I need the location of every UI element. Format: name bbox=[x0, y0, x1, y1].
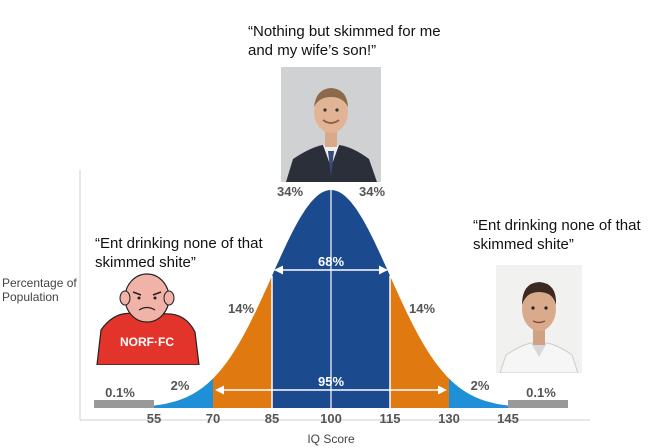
segment-label-70-85: 14% bbox=[228, 301, 254, 316]
tail-bar-left bbox=[94, 400, 154, 408]
segment-label-55-70: 2% bbox=[171, 378, 190, 393]
quote-right: “Ent drinking none of that skimmed shite… bbox=[473, 217, 641, 253]
x-tick-145: 145 bbox=[497, 411, 519, 426]
headshot-man-photo bbox=[496, 265, 582, 373]
interval-label-70-130: 95% bbox=[318, 374, 344, 389]
suited-man-photo bbox=[281, 67, 381, 182]
area-130-145 bbox=[449, 378, 508, 408]
area-70-85 bbox=[213, 275, 272, 408]
segment-label-<55: 0.1% bbox=[105, 385, 135, 400]
y-axis-title: Percentage of Population bbox=[2, 276, 82, 304]
area-115-130 bbox=[390, 275, 449, 408]
x-tick-85: 85 bbox=[265, 411, 279, 426]
x-tick-100: 100 bbox=[320, 411, 342, 426]
segment-label-115-130: 14% bbox=[409, 301, 435, 316]
segment-label-85-100: 34% bbox=[277, 184, 303, 199]
x-tick-55: 55 bbox=[147, 411, 161, 426]
segment-label->145: 0.1% bbox=[526, 385, 556, 400]
interval-label-85-115: 68% bbox=[318, 254, 344, 269]
cartoon-fan-drawing: NORF·FC bbox=[95, 270, 200, 365]
cartoon-shirt-text: NORF·FC bbox=[120, 335, 174, 349]
y-axis-title-text: Percentage of Population bbox=[2, 276, 77, 304]
x-tick-115: 115 bbox=[380, 411, 401, 426]
tail-bar-right bbox=[508, 400, 568, 408]
x-axis-title: IQ Score bbox=[307, 432, 355, 446]
x-tick-130: 130 bbox=[438, 411, 460, 426]
x-tick-70: 70 bbox=[206, 411, 220, 426]
quote-left: “Ent drinking none of that skimmed shite… bbox=[95, 235, 263, 271]
segment-label-130-145: 2% bbox=[471, 378, 490, 393]
segment-label-100-115: 34% bbox=[359, 184, 385, 199]
area-55-70 bbox=[154, 378, 213, 408]
quote-top: “Nothing but skimmed for me and my wife’… bbox=[248, 23, 441, 59]
